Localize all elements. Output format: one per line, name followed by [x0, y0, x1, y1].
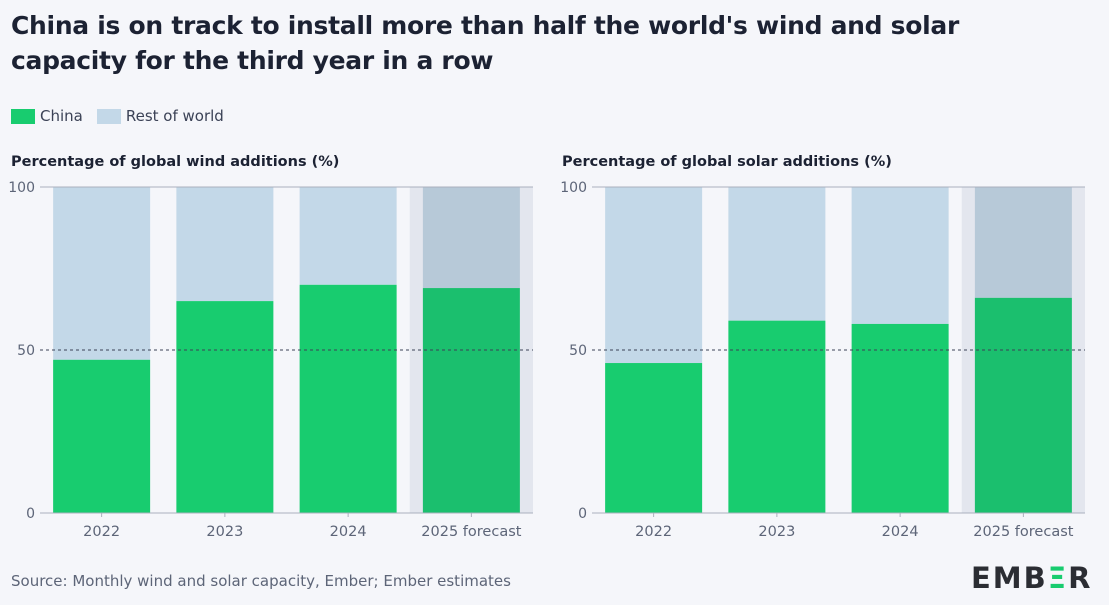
- legend-swatch-china: [11, 108, 35, 124]
- y-tick-label: 100: [560, 180, 587, 196]
- source-note: Source: Monthly wind and solar capacity,…: [11, 572, 511, 590]
- chart-title: China is on track to install more than h…: [11, 11, 959, 75]
- bar-rest-of-world: [974, 187, 1072, 298]
- y-tick-label: 50: [569, 343, 587, 359]
- legend-swatch-rest: [96, 108, 121, 124]
- bar-china: [176, 301, 274, 513]
- y-tick-label: 0: [26, 506, 35, 522]
- bar-china: [53, 359, 151, 513]
- legend-label: Rest of world: [125, 107, 224, 125]
- bar-china: [728, 320, 826, 513]
- wind-chart-title: Percentage of global wind additions (%): [11, 154, 340, 170]
- x-tick-label: 2023: [206, 524, 243, 540]
- legend-item-china: China: [11, 107, 83, 125]
- bar-rest-of-world: [728, 187, 826, 321]
- x-tick-label: 2025 forecast: [973, 524, 1073, 540]
- x-tick-label: 2022: [635, 524, 672, 540]
- ember-logo: EMBΞR: [971, 561, 1093, 595]
- bar-china: [851, 323, 949, 513]
- plots: 2022 2023 2024 2025 forecast 0 50 100 2022 2023 2…: [8, 180, 1085, 540]
- bar-rest-of-world: [299, 187, 397, 285]
- bar-china: [422, 288, 520, 513]
- legend-item-rest: Rest of world: [96, 107, 224, 125]
- x-tick-label: 2022: [83, 524, 120, 540]
- x-tick-label: 2024: [330, 524, 367, 540]
- bar-rest-of-world: [422, 187, 520, 289]
- bar-rest-of-world: [605, 187, 703, 364]
- bar-china: [605, 363, 703, 513]
- y-tick-label: 0: [578, 506, 587, 522]
- x-tick-label: 2024: [882, 524, 919, 540]
- y-tick-label: 100: [8, 180, 35, 196]
- bar-china: [974, 297, 1072, 513]
- bar-rest-of-world: [851, 187, 949, 324]
- x-tick-label: 2025 forecast: [421, 524, 521, 540]
- bar-china: [299, 284, 397, 513]
- y-tick-label: 50: [17, 343, 35, 359]
- x-tick-label: 2023: [758, 524, 795, 540]
- bar-rest-of-world: [176, 187, 274, 302]
- legend: China Rest of world: [11, 107, 224, 125]
- solar-chart-title: Percentage of global solar additions (%): [562, 154, 892, 170]
- bar-rest-of-world: [53, 187, 151, 360]
- legend-label: China: [40, 107, 83, 125]
